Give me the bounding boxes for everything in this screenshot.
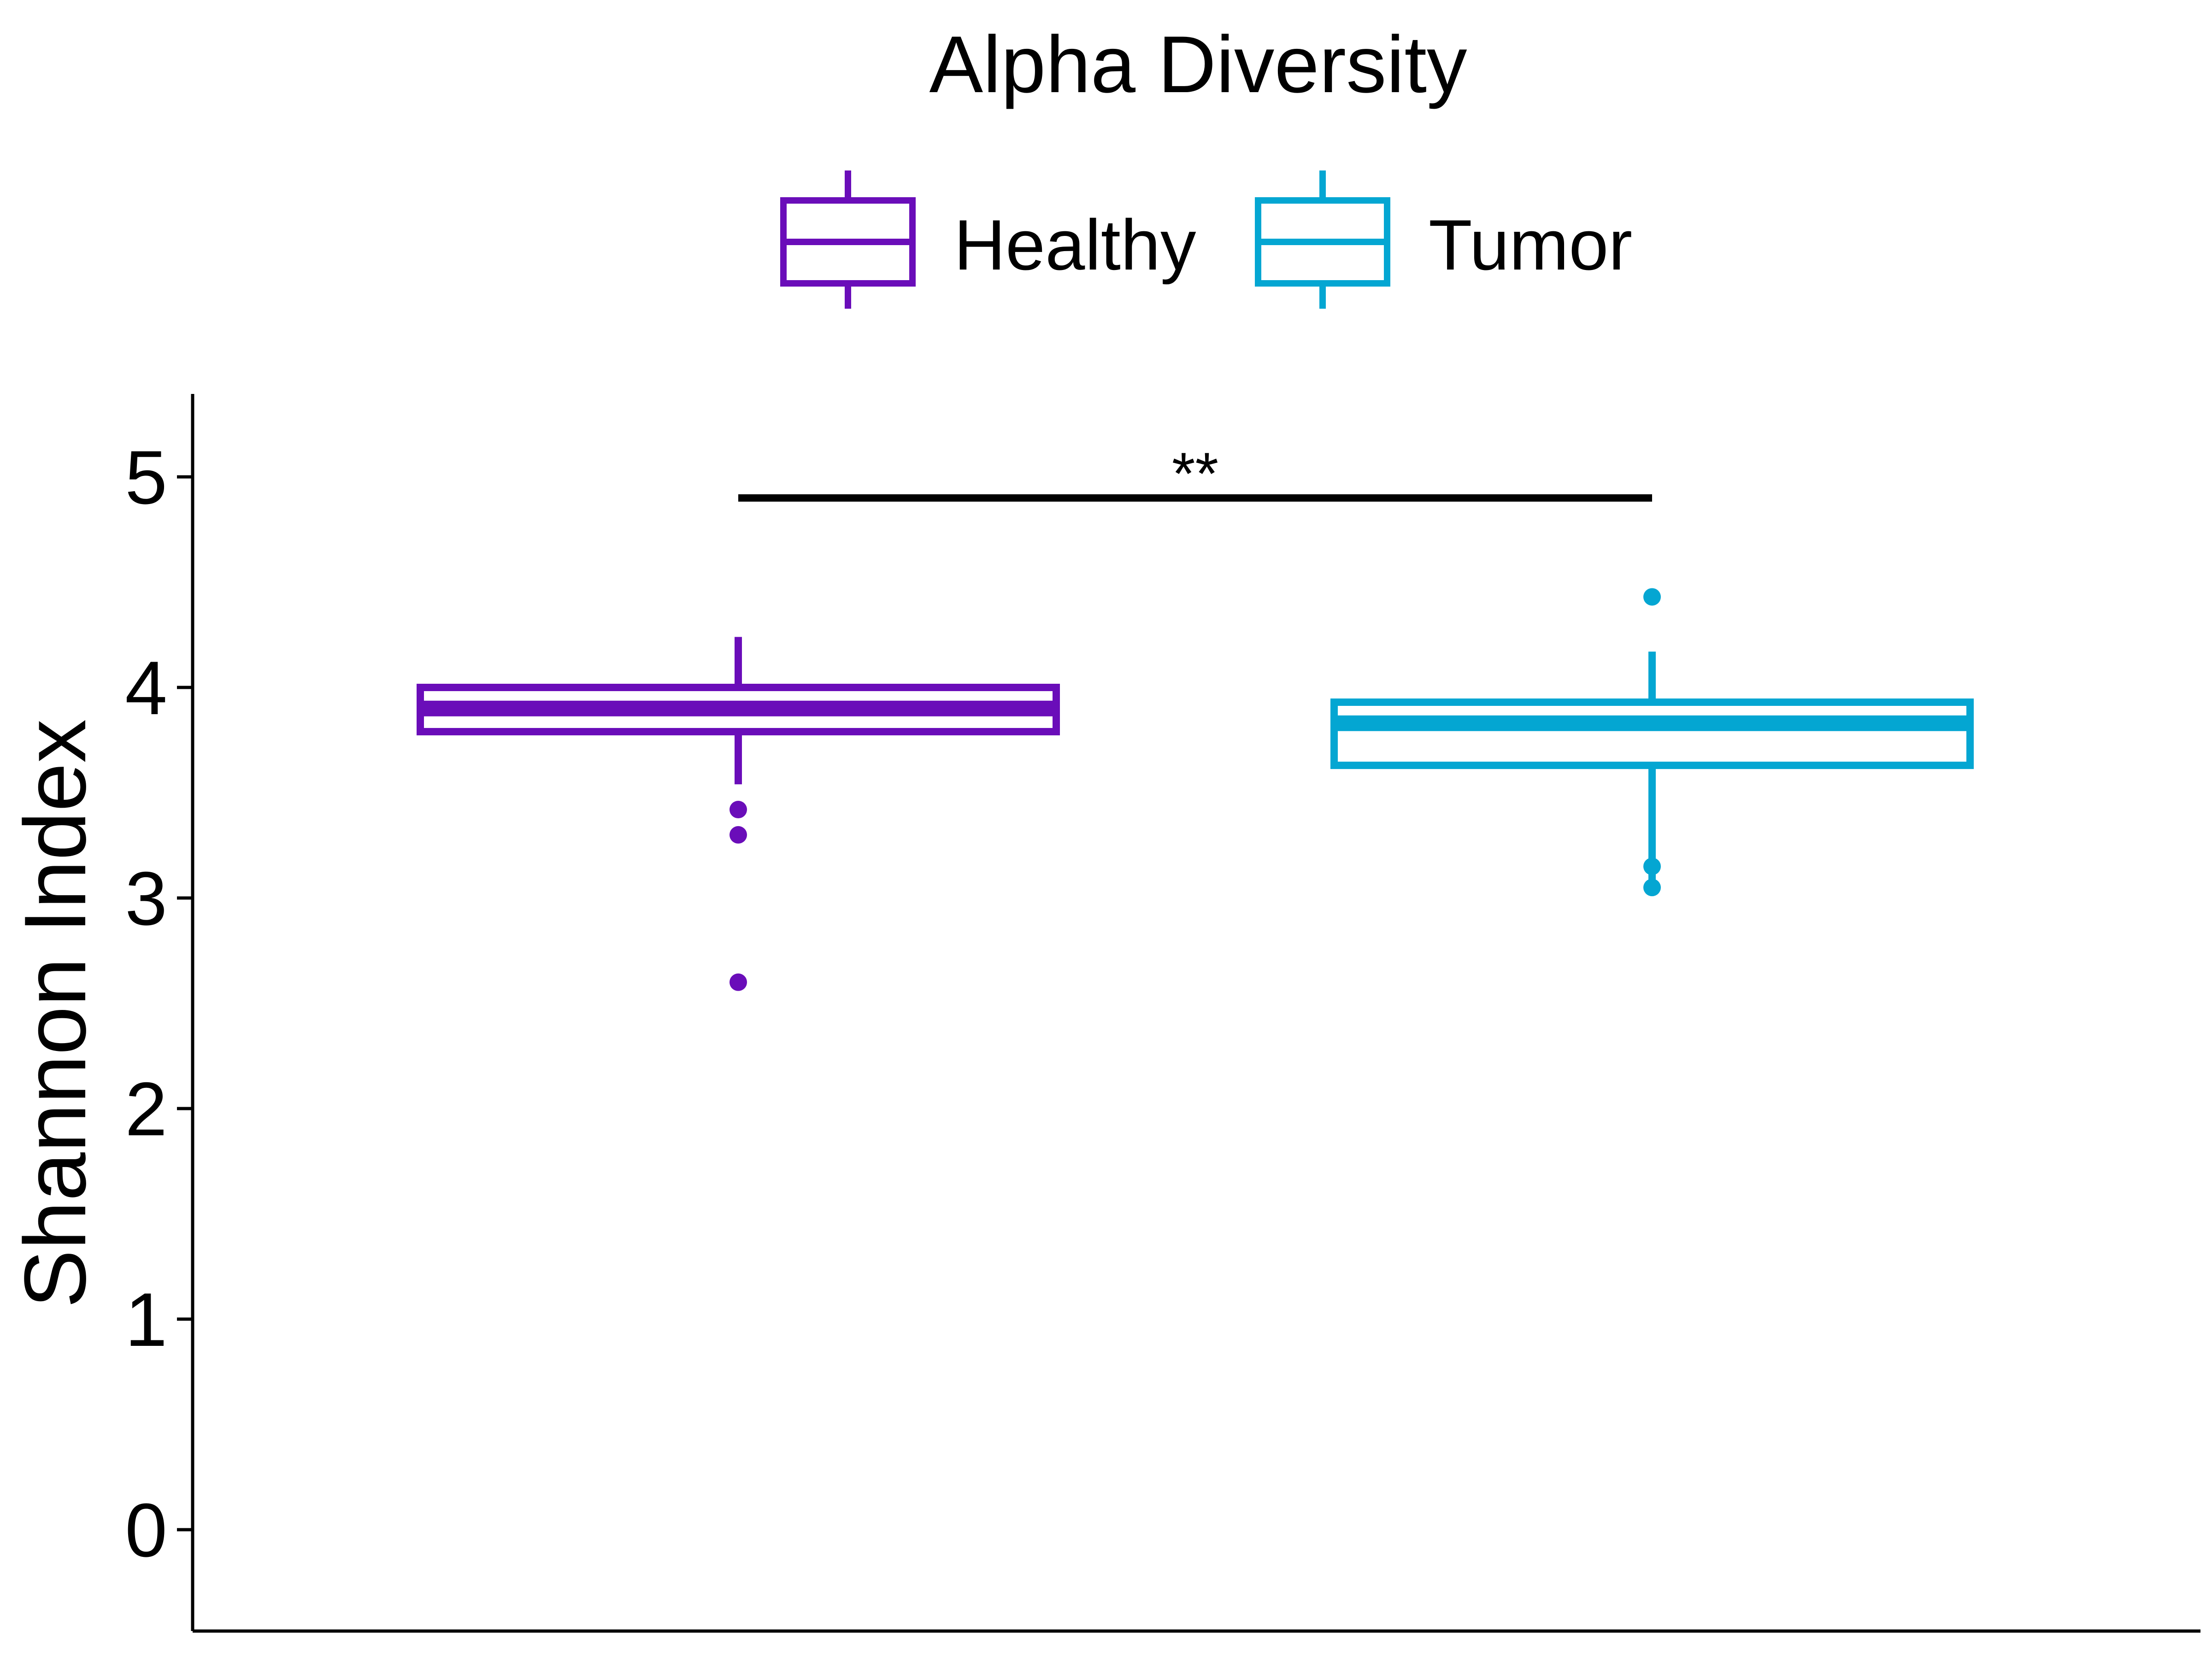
legend-label: Tumor (1429, 205, 1632, 285)
outlier-point (1643, 588, 1661, 606)
significance-bracket: ** (738, 440, 1652, 507)
outlier-point (729, 801, 747, 819)
legend-item-healthy: Healthy (780, 170, 1196, 309)
box-tumor (1330, 588, 1974, 897)
legend-item-tumor: Tumor (1255, 170, 1632, 309)
y-tick-label: 4 (125, 646, 167, 730)
outlier-point (1643, 857, 1661, 875)
chart-title: Alpha Diversity (929, 20, 1467, 110)
y-tick-label: 3 (125, 856, 167, 941)
boxes (417, 588, 1974, 991)
outlier-point (729, 826, 747, 844)
outlier-point (729, 973, 747, 991)
y-tick-label: 2 (125, 1067, 167, 1151)
legend-label: Healthy (954, 205, 1196, 285)
y-tick-label: 1 (125, 1277, 167, 1362)
box-body (1330, 698, 1974, 769)
y-tick-label: 5 (125, 435, 167, 520)
axes: 0 1 2 3 4 5 (125, 394, 2200, 1633)
significance-label: ** (1172, 440, 1218, 507)
outlier-point (1643, 879, 1661, 897)
y-tick-label: 0 (125, 1488, 167, 1573)
legend: Healthy Tumor (780, 170, 1632, 309)
y-axis-title: Shannon Index (6, 719, 104, 1308)
box-healthy (417, 637, 1060, 991)
